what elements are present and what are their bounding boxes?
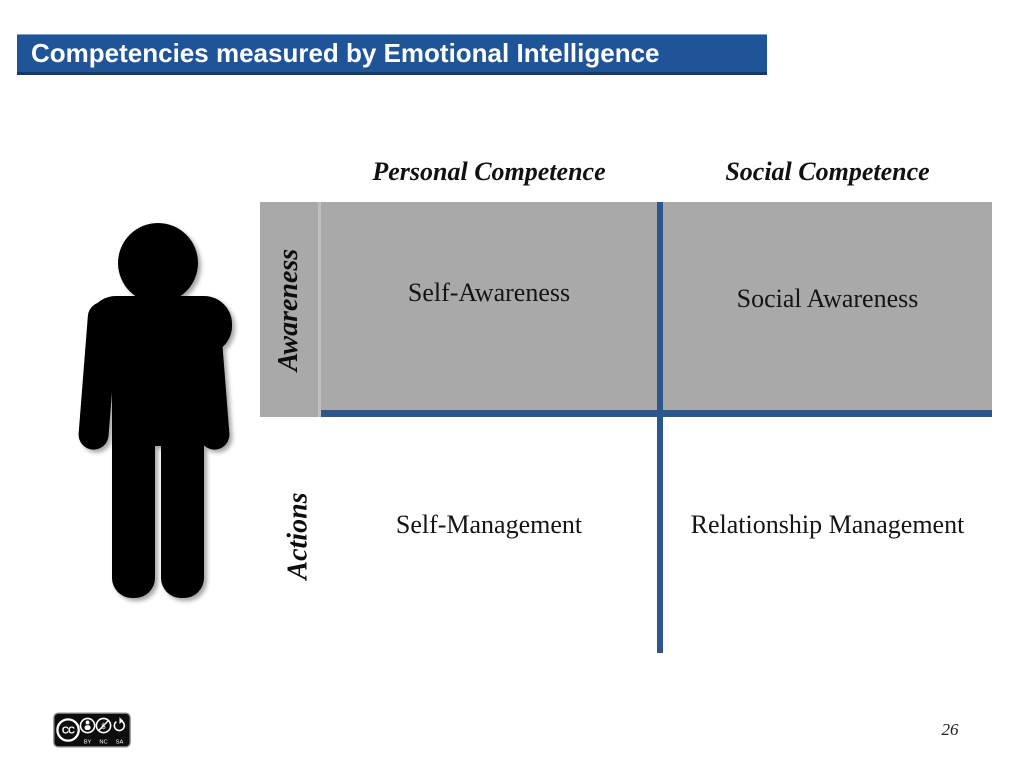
cell-self-awareness: Self-Awareness: [407, 278, 571, 307]
awareness-row-strip: Awareness: [260, 202, 318, 417]
cell-relationship-management: Relationship Management: [690, 510, 965, 539]
slide-title-bar: Competencies measured by Emotional Intel…: [17, 34, 767, 75]
share-alike-icon: [113, 717, 126, 732]
cell-social-awareness: Social Awareness: [736, 284, 919, 313]
strip-divider: [318, 202, 321, 417]
cc-logo-icon: CC: [56, 718, 80, 742]
row-label-awareness: Awareness: [273, 248, 305, 371]
cell-self-management: Self-Management: [395, 510, 583, 539]
svg-text:SA: SA: [116, 740, 124, 746]
matrix-vertical-line: [657, 202, 663, 653]
row-label-actions: Actions: [283, 491, 315, 580]
page-number: 26: [941, 720, 959, 739]
column-header-personal-competence: Personal Competence: [372, 157, 606, 186]
awareness-row-background: [321, 202, 992, 410]
column-header-social-competence: Social Competence: [725, 157, 930, 186]
svg-text:CC: CC: [62, 726, 75, 737]
svg-text:NC: NC: [99, 740, 107, 746]
non-commercial-icon: $: [95, 717, 112, 734]
matrix-horizontal-line: [321, 410, 992, 417]
slide-title: Competencies measured by Emotional Intel…: [31, 38, 660, 68]
cc-license-badge: CC $ BY NC SA: [53, 712, 131, 748]
attribution-icon: [79, 717, 96, 734]
person-silhouette-icon: [78, 223, 232, 598]
svg-text:BY: BY: [84, 740, 92, 746]
